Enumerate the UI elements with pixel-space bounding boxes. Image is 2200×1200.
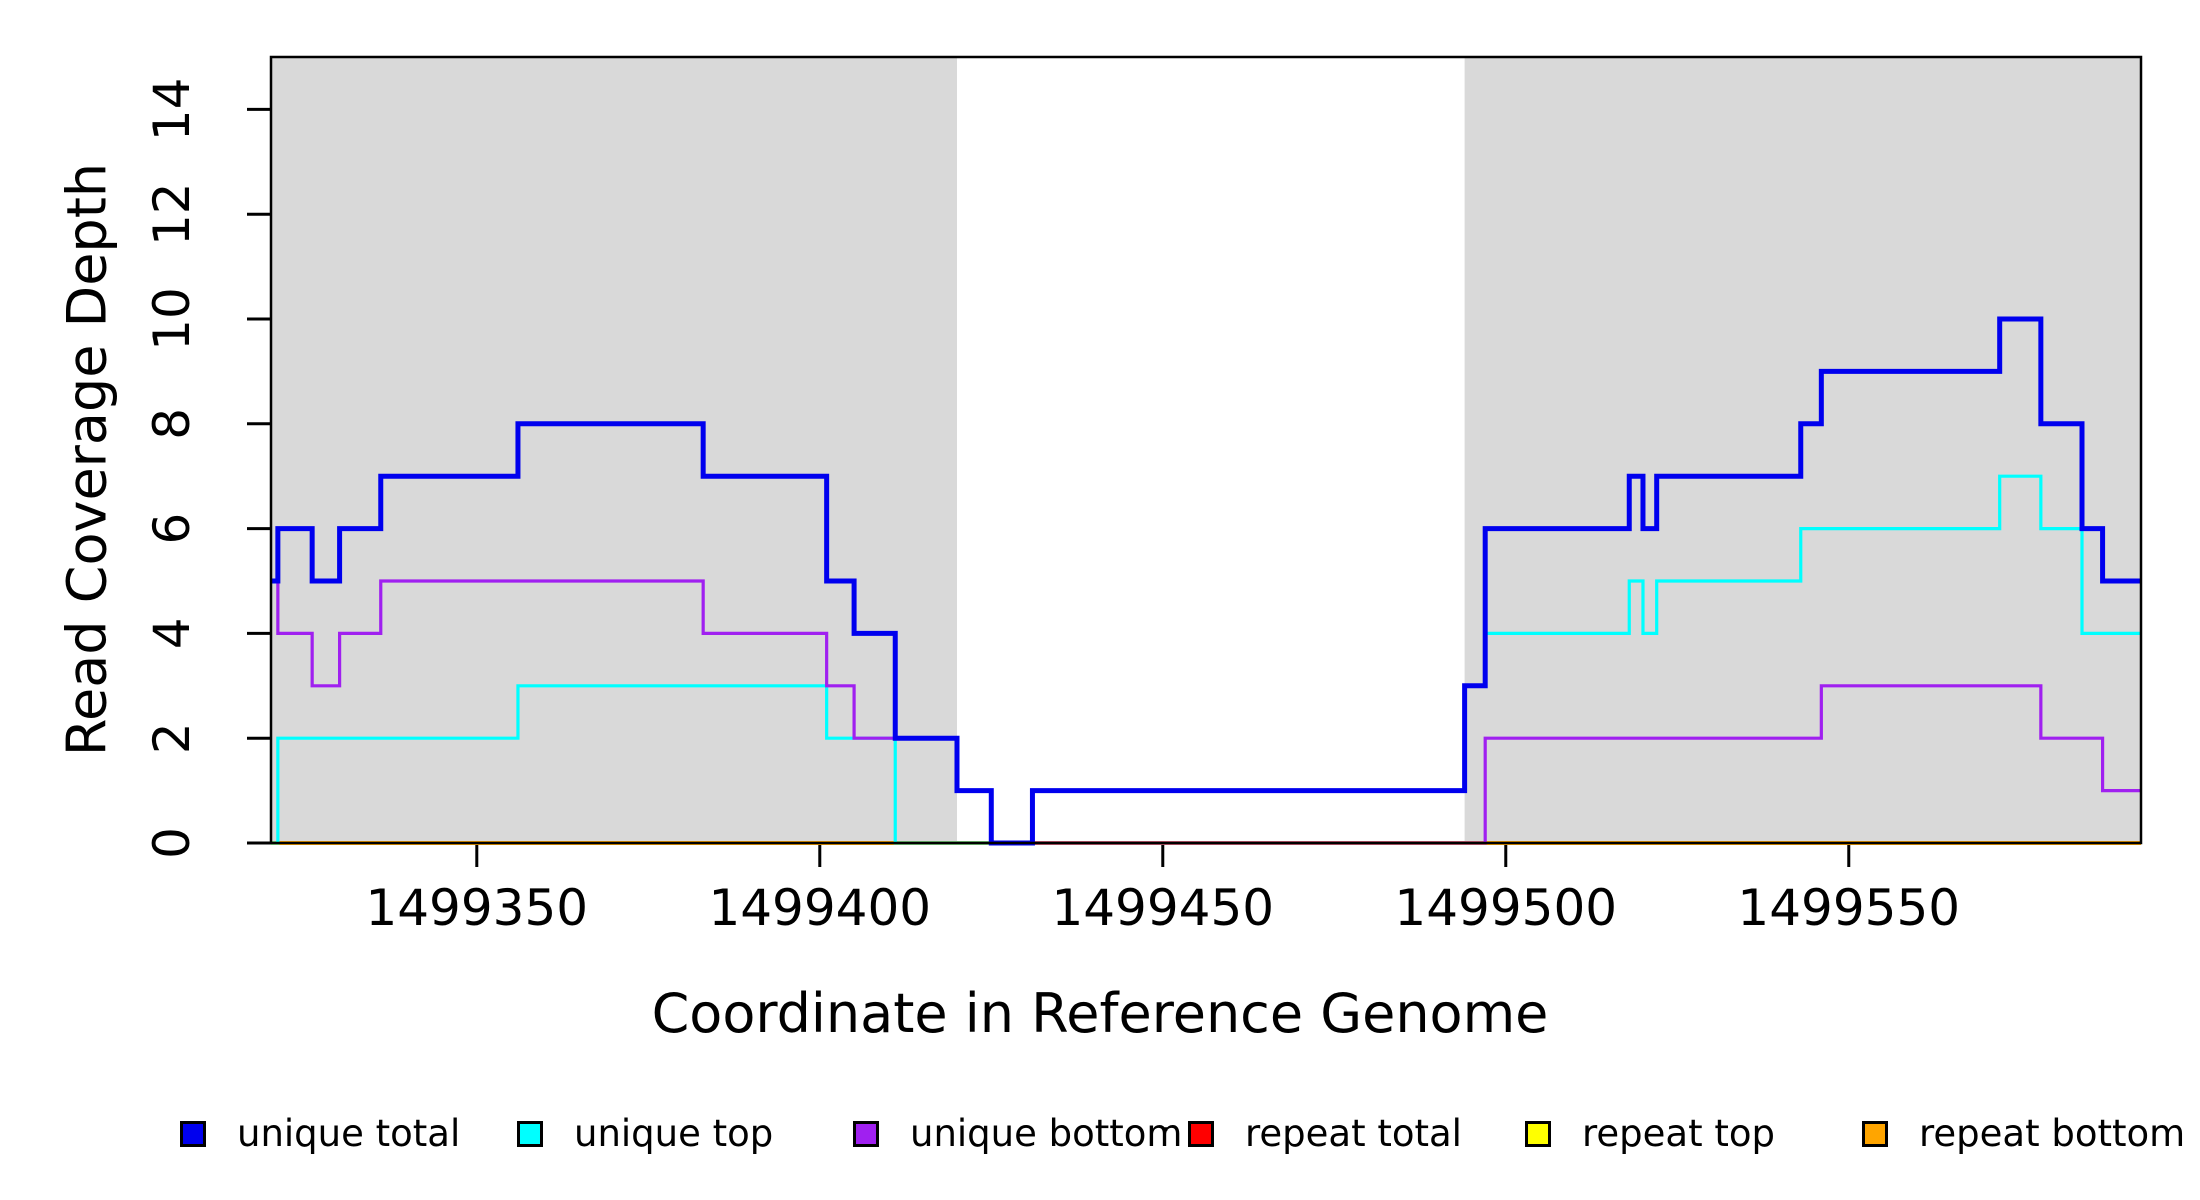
legend-label: repeat bottom [1919, 1112, 2186, 1155]
legend-label: unique top [574, 1112, 774, 1155]
series-unique-total-line [271, 316, 2141, 846]
legend-label: repeat top [1582, 1112, 1775, 1155]
series-unique-top-line [271, 474, 2141, 845]
legend-label: unique bottom [910, 1112, 1183, 1155]
y-tick-label: 8 [143, 408, 201, 440]
x-tick-label: 1499550 [1737, 879, 1960, 937]
y-tick-label: 12 [143, 182, 201, 246]
repeat-bottom-swatch [1862, 1121, 1888, 1147]
x-tick-label: 1499400 [708, 879, 931, 937]
legend-label: unique total [237, 1112, 461, 1155]
x-tick-label: 1499350 [365, 879, 588, 937]
y-tick-label: 0 [143, 827, 201, 859]
series-unique-bottom-line [271, 579, 2141, 845]
plot-frame [269, 55, 2143, 845]
repeat-top-swatch [1525, 1121, 1551, 1147]
y-axis-title: Read Coverage Depth [55, 162, 119, 757]
unique-top-swatch [517, 1121, 543, 1147]
legend-label: repeat total [1245, 1112, 1462, 1155]
legend-item-repeat-total: repeat total [1188, 1108, 1462, 1160]
y-tick-label: 14 [143, 78, 201, 142]
legend: . unique total unique top unique bottom rep… [0, 1104, 2200, 1178]
unique-bottom-swatch [853, 1121, 879, 1147]
x-axis-title: Coordinate in Reference Genome [651, 982, 1549, 1045]
unique-total-swatch [180, 1121, 206, 1147]
y-tick-label: 10 [143, 287, 201, 351]
y-tick-label: 6 [143, 513, 201, 545]
legend-item-unique-top: unique top [517, 1108, 773, 1160]
legend-item-unique-total: unique total [180, 1108, 460, 1160]
y-tick-label: 2 [143, 722, 201, 754]
repeat-total-swatch [1188, 1121, 1214, 1147]
legend-item-repeat-top: repeat top [1525, 1108, 1775, 1160]
legend-item-repeat-bottom: repeat bottom [1862, 1108, 2185, 1160]
plot-area: 1499350 1499400 1499450 1499500 1499550 0 2 4 6 8… [143, 55, 2143, 937]
x-tick-label: 1499450 [1051, 879, 1274, 937]
legend-stray-dot: . [1161, 1104, 1171, 1139]
x-tick-label: 1499500 [1394, 879, 1617, 937]
y-tick-label: 4 [143, 617, 201, 649]
legend-item-unique-bottom: unique bottom [853, 1108, 1182, 1160]
left-unique-region [271, 57, 957, 843]
